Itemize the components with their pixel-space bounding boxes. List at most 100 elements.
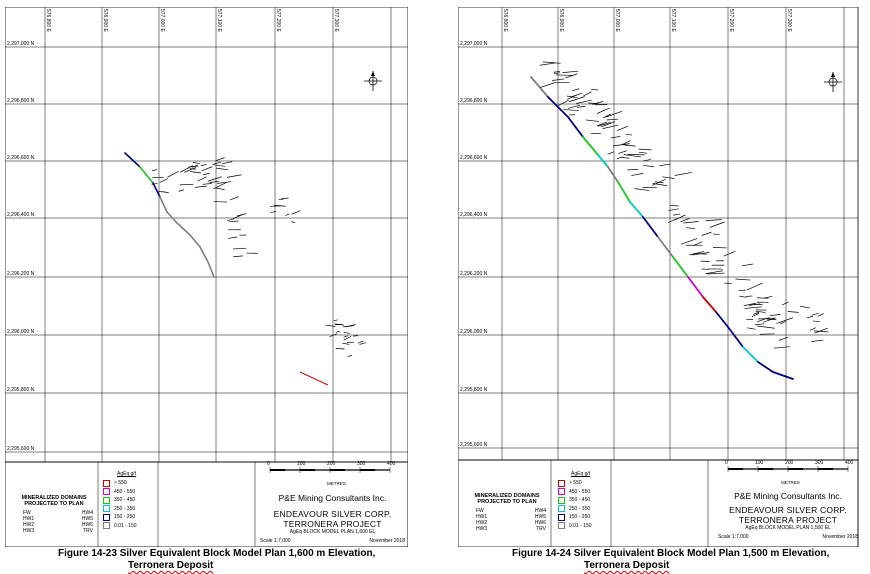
drill-trace (634, 188, 650, 191)
right-domains-title-2: PROJECTED TO PLAN (477, 499, 537, 505)
grade-legend-item: 250 - 350 (558, 505, 592, 514)
drill-trace (618, 150, 627, 154)
drill-trace (566, 95, 578, 99)
right-company-name: P&E Mining Consultants Inc. (734, 491, 842, 501)
right-grade-legend: > 550 450 - 550 350 - 450 250 - 350 150 - 25… (558, 479, 592, 530)
drill-trace (811, 339, 824, 342)
drill-trace (597, 121, 611, 127)
grade-label: 350 - 450 (569, 497, 591, 504)
vein-segment (159, 196, 168, 213)
vein-segment (742, 346, 759, 363)
drill-trace (359, 342, 367, 345)
easting-label: 577,000 E (159, 9, 165, 32)
drill-trace (192, 164, 198, 168)
drill-trace (346, 341, 355, 344)
northing-label: 2,296,400 N (460, 212, 488, 218)
drill-trace (596, 107, 610, 114)
vein-segment (727, 326, 744, 348)
drill-trace (782, 301, 789, 306)
grade-label: 0.01 - 150 (569, 522, 592, 529)
caption-right-line1: Figure 14-24 Silver Equivalent Block Mod… (512, 548, 830, 559)
drill-trace (178, 189, 184, 192)
drill-trace (209, 180, 219, 183)
drill-trace (607, 151, 615, 155)
scale-tick-label: 400 (387, 461, 396, 467)
easting-label: 577,100 E (216, 9, 222, 32)
drill-trace (539, 62, 555, 66)
grade-swatch (103, 488, 110, 496)
drill-trace (817, 313, 825, 317)
drill-trace (570, 93, 583, 98)
left-scale-text: Scale 1:7,000 (260, 538, 291, 544)
drill-trace (576, 99, 592, 104)
grade-swatch (103, 505, 110, 513)
right-client-name: ENDEAVOUR SILVER CORP. (729, 505, 847, 515)
drill-trace (213, 164, 226, 167)
right-domain-hw6: HW6 (534, 520, 546, 526)
right-date-text: November 2018 (822, 534, 858, 540)
drill-trace (291, 210, 301, 215)
north-arrow-head (831, 72, 835, 77)
left-map-figure: 576,800 E 576,900 E 577,000 E 577,100 E 577,… (5, 7, 408, 547)
grade-swatch (558, 479, 565, 487)
easting-label: 577,300 E (786, 9, 792, 32)
drill-trace (151, 182, 158, 185)
drill-trace (755, 310, 766, 313)
drill-trace (591, 89, 599, 91)
grade-legend-item: 150 - 250 (103, 513, 137, 522)
drill-trace (674, 214, 686, 221)
drill-trace (347, 355, 353, 357)
scale-tick-label: 0 (725, 460, 728, 466)
drill-trace (616, 125, 629, 131)
scale-segment (788, 468, 803, 470)
drill-trace (746, 282, 763, 291)
vein-segment (582, 136, 599, 156)
scale-tick-label: 0 (267, 461, 270, 467)
grade-swatch (558, 522, 565, 530)
drill-trace (159, 178, 169, 183)
drill-trace (739, 295, 747, 298)
drill-trace (232, 247, 247, 250)
drill-trace (201, 166, 213, 172)
grade-swatch (103, 513, 110, 521)
grade-label: > 550 (114, 480, 127, 487)
scale-segment (758, 468, 773, 470)
drill-trace (215, 187, 225, 191)
vein-segment (207, 261, 215, 278)
drill-trace (585, 119, 600, 122)
drill-trace (667, 218, 677, 223)
drill-trace (229, 196, 240, 201)
north-arrow-head (371, 71, 375, 76)
drill-trace (592, 101, 604, 105)
drill-trace (741, 263, 753, 267)
drill-trace (335, 330, 340, 333)
drill-trace (358, 340, 364, 344)
drill-trace (558, 99, 569, 106)
drill-trace (285, 213, 290, 216)
scale-tick-label: 300 (815, 460, 824, 466)
drill-trace (270, 211, 277, 213)
drill-trace (167, 170, 179, 178)
drill-trace (200, 164, 207, 166)
drill-trace (814, 327, 829, 334)
drill-trace (197, 176, 207, 182)
left-domain-hw1: HW1 (23, 516, 35, 522)
grade-label: 450 - 550 (114, 488, 136, 495)
drill-trace (179, 165, 193, 173)
vein-segment (642, 216, 659, 238)
drill-trace (735, 278, 751, 281)
drill-trace (744, 306, 762, 309)
drill-trace (605, 110, 623, 118)
drill-trace (631, 173, 644, 176)
drill-trace (184, 167, 197, 173)
easting-label: 576,800 E (502, 9, 508, 32)
drill-trace (813, 330, 829, 333)
scale-segment (330, 469, 345, 471)
drill-trace (757, 317, 770, 323)
easting-label: 577,000 E (614, 9, 620, 32)
right-domain-hw3: HW3 (476, 526, 488, 532)
caption-right-line2: Terronera Deposit (584, 560, 670, 571)
right-domains-title-1: MINERALIZED DOMAINS (474, 493, 540, 499)
drill-trace (799, 305, 810, 309)
drill-trace (195, 185, 207, 188)
